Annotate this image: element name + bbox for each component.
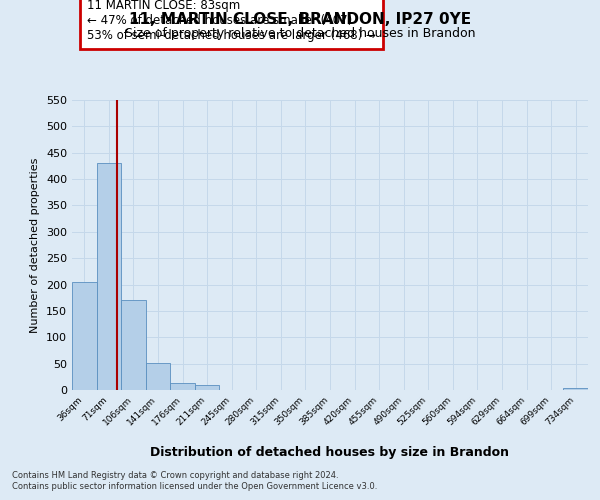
Text: Distribution of detached houses by size in Brandon: Distribution of detached houses by size … (151, 446, 509, 459)
Bar (72, 282, 97, 390)
Bar (146, 362, 170, 390)
Bar (563, 388, 588, 390)
Text: Contains HM Land Registry data © Crown copyright and database right 2024.: Contains HM Land Registry data © Crown c… (12, 470, 338, 480)
Text: 11, MARTIN CLOSE, BRANDON, IP27 0YE: 11, MARTIN CLOSE, BRANDON, IP27 0YE (129, 12, 471, 28)
Bar (97, 164, 121, 390)
Text: Size of property relative to detached houses in Brandon: Size of property relative to detached ho… (125, 28, 475, 40)
Text: 11 MARTIN CLOSE: 83sqm
← 47% of detached houses are smaller (407)
53% of semi-de: 11 MARTIN CLOSE: 83sqm ← 47% of detached… (88, 0, 376, 42)
Text: Contains public sector information licensed under the Open Government Licence v3: Contains public sector information licen… (12, 482, 377, 491)
Y-axis label: Number of detached properties: Number of detached properties (31, 158, 40, 332)
Bar (121, 300, 146, 390)
Bar (195, 386, 220, 390)
Bar (170, 383, 195, 390)
